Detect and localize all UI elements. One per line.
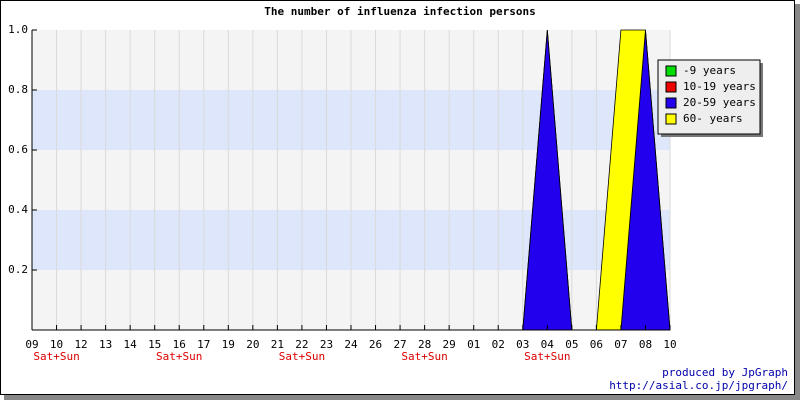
x-tick-label: 16	[173, 338, 186, 351]
footer: produced by JpGraph	[662, 366, 788, 379]
y-tick-label: 0.8	[8, 83, 28, 96]
chart-title: The number of influenza infection person…	[264, 5, 536, 18]
x-tick-label: 05	[565, 338, 578, 351]
legend-label: 20-59 years	[683, 96, 756, 109]
x-tick-label: 23	[320, 338, 333, 351]
legend-label: 10-19 years	[683, 80, 756, 93]
x-tick-label: 20	[246, 338, 259, 351]
x-tick-label: 21	[271, 338, 284, 351]
legend-swatch	[665, 65, 677, 77]
x-tick-label: 13	[99, 338, 112, 351]
x-tick-label: 24	[344, 338, 358, 351]
x-tick-label: 09	[25, 338, 38, 351]
week-label: Sat+Sun	[401, 350, 447, 363]
legend-swatch	[665, 113, 677, 125]
x-tick-label: 03	[516, 338, 529, 351]
legend-swatch	[665, 97, 677, 109]
x-tick-label: 06	[590, 338, 603, 351]
x-tick-label: 28	[418, 338, 431, 351]
x-tick-label: 10	[50, 338, 63, 351]
y-tick-label: 0.6	[8, 143, 28, 156]
week-label: Sat+Sun	[279, 350, 325, 363]
y-tick-label: 0.2	[8, 263, 28, 276]
week-label: Sat+Sun	[156, 350, 202, 363]
x-tick-label: 17	[197, 338, 210, 351]
legend-label: -9 years	[683, 64, 736, 77]
x-tick-label: 15	[148, 338, 161, 351]
x-tick-label: 10	[663, 338, 676, 351]
x-tick-label: 07	[614, 338, 627, 351]
x-tick-label: 12	[74, 338, 87, 351]
week-label: Sat+Sun	[33, 350, 79, 363]
x-tick-label: 26	[369, 338, 382, 351]
legend-swatch	[665, 81, 677, 93]
y-tick-label: 1.0	[8, 23, 28, 36]
x-tick-label: 14	[124, 338, 138, 351]
x-tick-label: 01	[467, 338, 480, 351]
x-tick-label: 27	[393, 338, 406, 351]
x-tick-label: 04	[541, 338, 555, 351]
legend-label: 60- years	[683, 112, 743, 125]
week-label: Sat+Sun	[524, 350, 570, 363]
x-tick-label: 08	[639, 338, 652, 351]
footer: http://asial.co.jp/jpgraph/	[609, 379, 788, 392]
x-tick-label: 02	[492, 338, 505, 351]
x-tick-label: 29	[443, 338, 456, 351]
x-tick-label: 22	[295, 338, 308, 351]
y-tick-label: 0.4	[8, 203, 28, 216]
x-tick-label: 19	[222, 338, 235, 351]
